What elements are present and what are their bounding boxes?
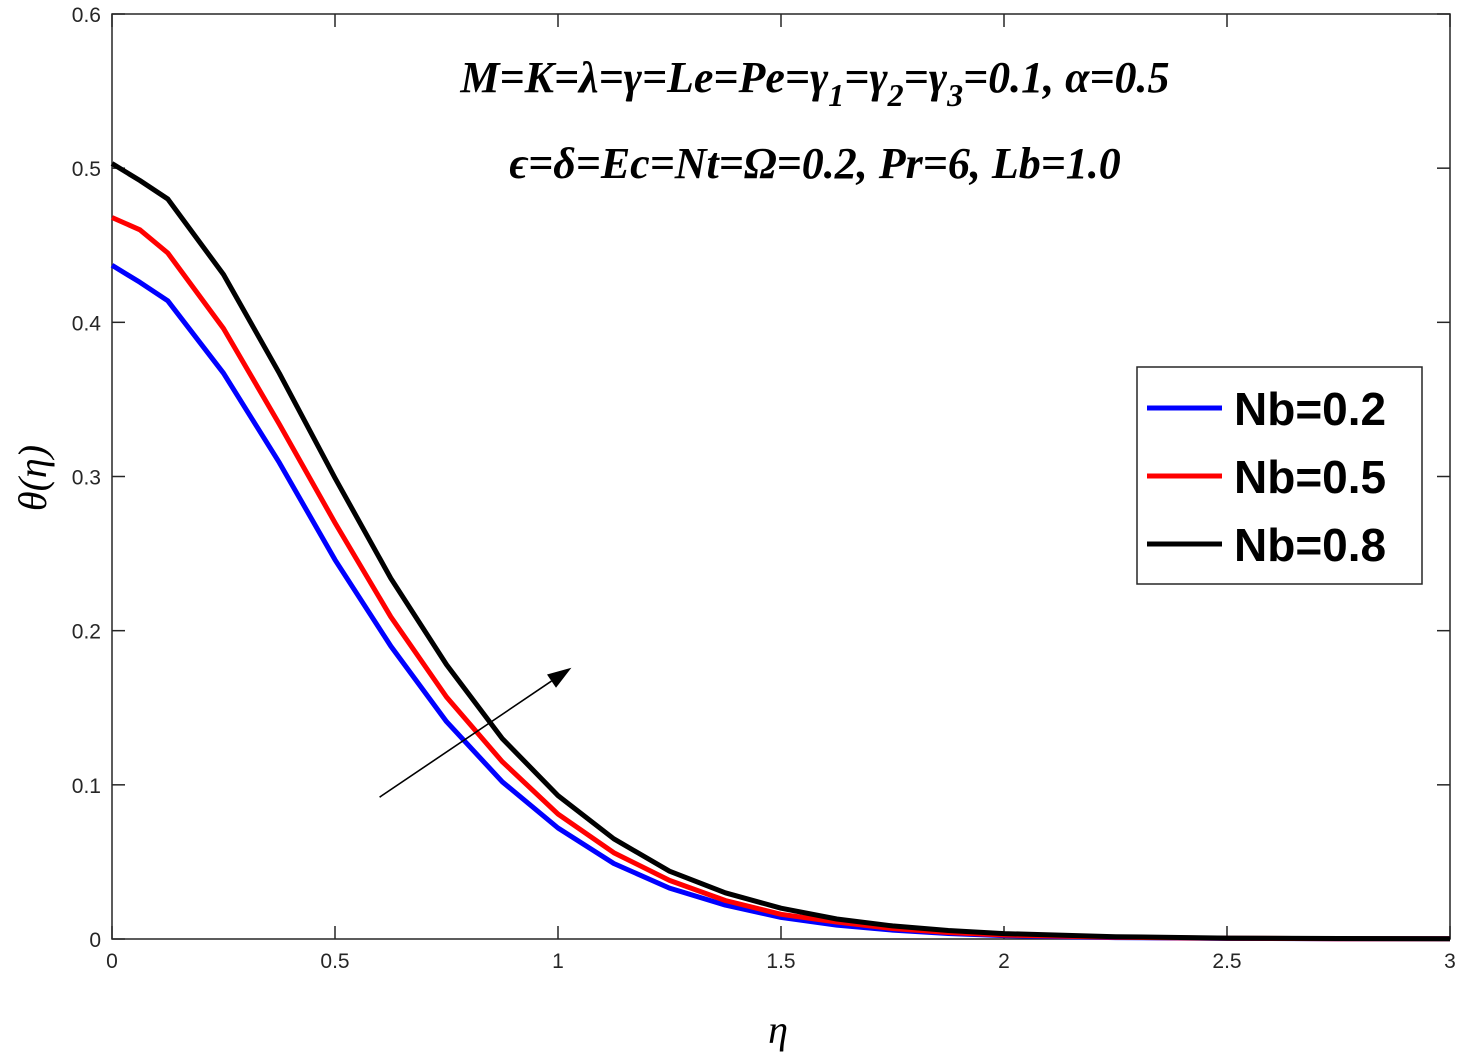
params-subscript-3: 3 (946, 77, 963, 113)
series-line-nb-0-8 (110, 161, 1451, 942)
params-subscript-2: 2 (887, 77, 904, 113)
y-tick-label: 0.3 (72, 467, 101, 490)
y-tick-label: 0.5 (72, 158, 101, 181)
x-tick-label: 2.5 (1212, 950, 1241, 973)
params-line-1: M=K=λ=γ=Le=Pe=γ1=γ2=γ3=0.1, α=0.5 (459, 53, 1169, 113)
x-tick-label: 2 (998, 950, 1010, 973)
series-lines (110, 161, 1451, 942)
legend-label-nb-0-8: Nb=0.8 (1234, 519, 1386, 571)
arrow-shaft (379, 680, 552, 798)
y-axis-label: θ(η) (10, 445, 55, 511)
params-line-1-part-b: =γ (844, 53, 888, 102)
y-tick-label: 0.6 (72, 4, 101, 27)
x-axis-label: η (768, 1007, 788, 1052)
arrow-head (547, 667, 572, 688)
y-tick-label: 0 (89, 929, 101, 952)
x-tick-label: 0 (106, 950, 118, 973)
legend-label-nb-0-2: Nb=0.2 (1234, 383, 1386, 435)
x-tick-label: 0.5 (320, 950, 349, 973)
params-line-1-part-d: =0.1, α=0.5 (963, 53, 1170, 102)
legend: Nb=0.2 Nb=0.5 Nb=0.8 (1136, 366, 1423, 585)
x-tick-label: 3 (1444, 950, 1456, 973)
params-subscript-1: 1 (828, 77, 844, 113)
params-line-2: ϵ=δ=Ec=Nt=Ω=0.2, Pr=6, Lb=1.0 (509, 139, 1121, 188)
axis-ticks: 0 0.5 1 1.5 2 2.5 3 0 0.1 0.2 0.3 0.4 0.5 0.6 (72, 4, 1456, 973)
y-tick-label: 0.4 (72, 312, 102, 335)
x-tick-label: 1 (552, 950, 564, 973)
params-line-1-part-a: M=K=λ=γ=Le=Pe=γ (459, 53, 829, 102)
increase-arrow (379, 667, 572, 798)
y-tick-label: 0.2 (72, 621, 101, 644)
y-tick-label: 0.1 (72, 775, 101, 798)
legend-label-nb-0-5: Nb=0.5 (1234, 451, 1386, 503)
params-line-1-part-c: =γ (904, 53, 948, 102)
x-tick-label: 1.5 (766, 950, 795, 973)
